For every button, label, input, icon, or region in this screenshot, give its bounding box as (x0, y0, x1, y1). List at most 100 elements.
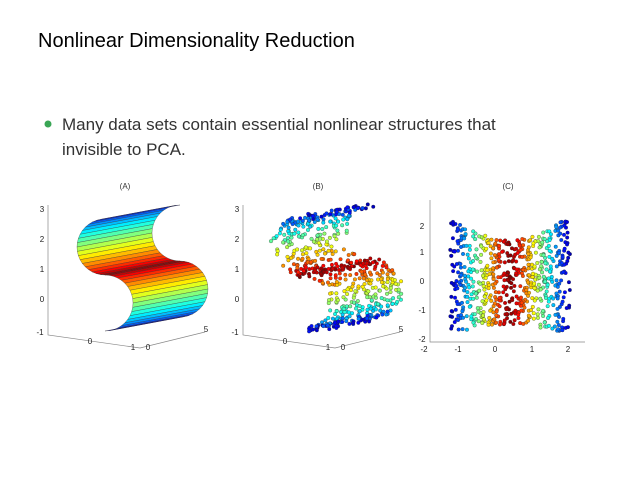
scatter-dot (496, 275, 501, 280)
scatter-dot (298, 216, 303, 221)
scatter-dot (462, 236, 467, 241)
scatter-dot (315, 265, 320, 270)
scatter-dot (365, 202, 370, 207)
scatter-dot (464, 279, 469, 284)
scatter-dot (306, 228, 310, 232)
scatter-dot (314, 328, 319, 333)
scatter-dot (348, 304, 353, 309)
scatter-dot (485, 263, 490, 268)
scatter-dot (376, 302, 380, 307)
scatter-dot (368, 262, 373, 267)
scatter-dot (554, 224, 559, 229)
scatter-dot (550, 326, 555, 331)
scatter-dot (343, 272, 348, 277)
tick-label: 5 (204, 325, 209, 334)
scatter-dot (452, 249, 457, 254)
scatter-dot (516, 316, 521, 321)
scatter-dot (307, 267, 312, 271)
scatter-dot (504, 307, 509, 312)
scatter-dot (328, 219, 333, 224)
scatter-dot (330, 266, 335, 271)
scatter-dot (482, 294, 487, 299)
scatter-dot (321, 263, 326, 268)
scatter-dot (491, 266, 496, 271)
scatter-dot (521, 267, 526, 272)
scatter-dot (315, 252, 320, 257)
scatter-dot (511, 289, 516, 294)
scatter-dot (478, 281, 483, 286)
scatter-dot (460, 309, 465, 314)
scatter-dot (385, 303, 390, 308)
scatter-dot (473, 237, 478, 242)
scatter-dot (349, 260, 354, 265)
scatter-dot (333, 273, 338, 278)
scatter-dot (455, 227, 460, 232)
scatter-dot (493, 290, 498, 295)
scatter-dot (542, 237, 547, 241)
scatter-dot (321, 247, 326, 252)
scatter-dot (377, 288, 382, 293)
scatter-dot (497, 296, 502, 300)
scatter-dot (558, 231, 563, 236)
scatter-dot (555, 284, 560, 289)
scatter-dot (320, 227, 325, 231)
scatter-dot (323, 318, 328, 323)
scatter-dot (286, 229, 291, 234)
scatter-dot (526, 245, 531, 250)
scatter-dot (553, 312, 558, 317)
scatter-dot (351, 321, 355, 326)
scatter-dot (508, 319, 513, 324)
scatter-dot (535, 312, 540, 317)
scatter-dot (522, 305, 527, 310)
scatter-dot (543, 261, 548, 266)
scatter-dot (352, 252, 357, 257)
scatter-dot (502, 260, 507, 265)
scatter-dot (555, 319, 560, 324)
scatter-dot (328, 276, 333, 281)
bullet-text: invisible to PCA. (62, 140, 186, 159)
scatter-dot (470, 267, 475, 272)
scatter-dot (346, 258, 350, 263)
scatter-dot (292, 231, 297, 236)
scatter-dot (519, 295, 523, 300)
tick-label: 1 (131, 343, 136, 352)
scatter-dot (481, 284, 486, 289)
scatter-dot (559, 238, 564, 242)
scatter-dot (465, 252, 470, 257)
scatter-dot (337, 268, 341, 272)
scatter-dot (307, 274, 312, 279)
scatter-dot (340, 223, 345, 228)
scatter-dot (532, 281, 537, 286)
tick-label: 0 (493, 345, 498, 354)
scatter-dot (354, 272, 359, 276)
scatter-dot (491, 277, 496, 282)
scatter-dot (469, 276, 473, 281)
scatter-dot (275, 252, 280, 257)
scatter-dot (281, 221, 286, 226)
scatter-dot (281, 240, 286, 245)
scatter-dot (313, 268, 318, 273)
scatter-dot (565, 242, 569, 247)
scatter-dot (541, 314, 546, 318)
scatter-dot (514, 267, 519, 272)
tick-label: -1 (418, 306, 426, 315)
scatter-dot (385, 309, 390, 314)
scatter-dot (549, 274, 554, 279)
scatter-dot (344, 304, 349, 309)
scatter-dot (550, 279, 555, 284)
scatter-dot (479, 268, 484, 273)
tick-label: 2 (420, 222, 425, 231)
scatter-dot (489, 256, 494, 261)
scatter-dot (399, 279, 403, 284)
scatter-dot (505, 242, 510, 247)
scatter-dot (307, 218, 312, 223)
scatter-dot (466, 269, 471, 274)
scatter-dot (526, 293, 530, 298)
scatter-dot (528, 238, 533, 243)
scatter-dot (347, 314, 352, 319)
scatter-dot (474, 317, 478, 321)
scatter-dot (388, 286, 393, 291)
scatter-dot (546, 243, 551, 248)
scatter-dot (484, 298, 489, 303)
